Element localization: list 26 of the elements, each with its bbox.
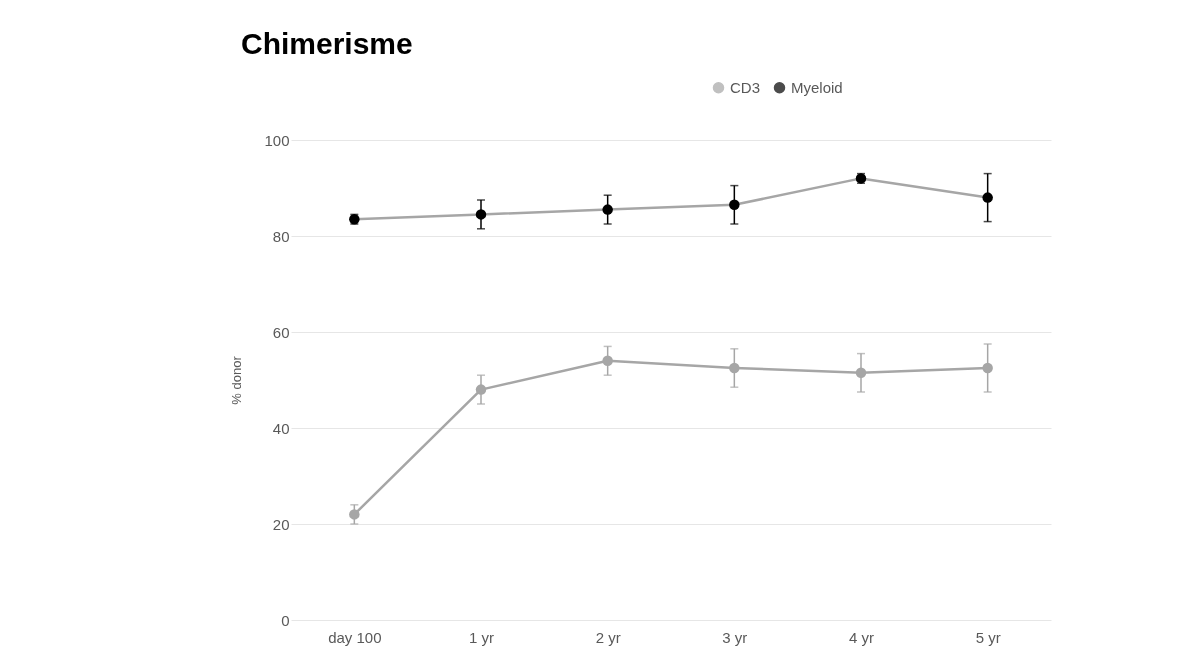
x-tick-label: 3 yr bbox=[722, 628, 748, 646]
y-axis-title: % donor bbox=[229, 355, 245, 405]
y-tick-label: 0 bbox=[281, 611, 290, 629]
y-tick-label: 80 bbox=[272, 227, 290, 245]
y-tick-label: 40 bbox=[272, 419, 290, 437]
x-tick-label: 4 yr bbox=[848, 628, 875, 646]
x-tick-label: 2 yr bbox=[595, 628, 621, 646]
point bbox=[855, 367, 867, 379]
point bbox=[475, 384, 487, 395]
x-tick-label: 1 yr bbox=[468, 628, 495, 646]
y-tick-label: 100 bbox=[264, 131, 290, 149]
legend-label: Myeloid bbox=[791, 78, 843, 96]
point bbox=[349, 509, 360, 520]
point bbox=[982, 362, 993, 374]
point bbox=[602, 204, 613, 215]
point bbox=[982, 192, 993, 203]
point bbox=[475, 209, 487, 220]
y-tick-label: 60 bbox=[272, 323, 290, 341]
point bbox=[602, 355, 613, 367]
legend-label: CD3 bbox=[730, 78, 761, 96]
point bbox=[729, 199, 740, 211]
y-tick-label: 20 bbox=[272, 515, 290, 533]
x-tick-label: day 100 bbox=[328, 628, 382, 646]
chart-title: Chimerisme bbox=[240, 27, 413, 60]
x-tick-label: 5 yr bbox=[975, 628, 1001, 646]
point bbox=[729, 362, 740, 374]
